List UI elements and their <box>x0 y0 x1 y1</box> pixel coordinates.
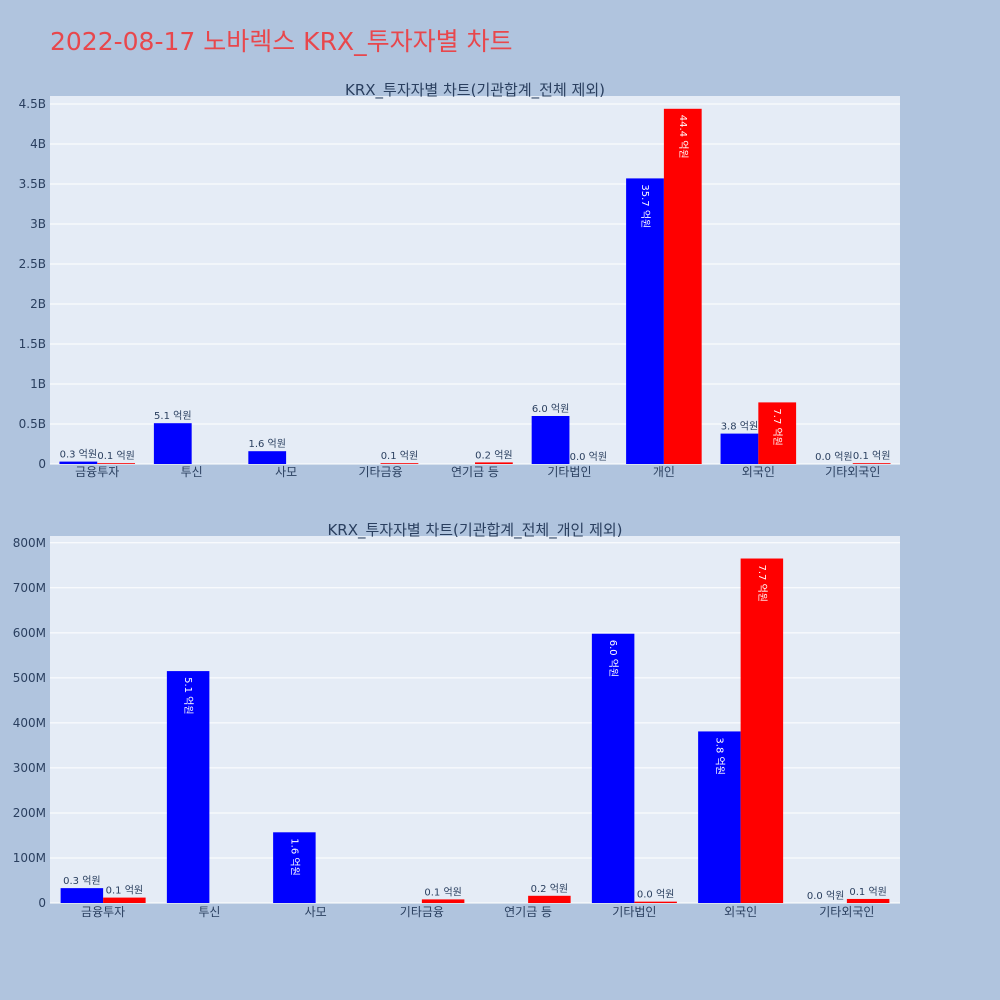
data-label: 6.0 억원 <box>532 403 569 415</box>
bar <box>626 178 664 464</box>
bar <box>720 433 759 464</box>
data-label: 0.1 억원 <box>424 886 461 898</box>
data-label: 0.1 억원 <box>106 885 143 897</box>
y-tick-label: 2B <box>30 297 46 311</box>
bar <box>698 731 741 903</box>
bar <box>846 898 890 903</box>
data-label: 7.7 억원 <box>771 408 783 445</box>
y-tick-label: 600M <box>13 626 46 640</box>
data-label: 5.1 억원 <box>154 410 191 422</box>
y-tick-label: 2.5B <box>19 257 46 271</box>
bar <box>166 671 210 903</box>
bar <box>380 463 419 464</box>
x-tick-label: 개인 <box>653 465 675 479</box>
chart-all-investors: 0 0.5B 1B 1.5B 2B 2.5B 3B 3.5B 4B 4.5B KRX_투자자별 차트… <box>19 81 900 479</box>
bar <box>273 832 316 903</box>
data-label: 0.0 억원 <box>815 451 852 463</box>
data-label: 3.8 억원 <box>721 421 758 433</box>
data-label: 35.7 억원 <box>639 184 651 228</box>
y-tick-label: 300M <box>13 761 46 775</box>
bar <box>248 451 287 464</box>
bar <box>421 899 465 903</box>
bar <box>103 897 146 903</box>
bar <box>852 463 891 464</box>
x-tick-label: 기타법인 <box>612 905 656 919</box>
bar <box>531 416 570 464</box>
data-label: 0.0 억원 <box>807 890 844 902</box>
y-tick-label: 3B <box>30 217 46 231</box>
bar <box>740 558 784 903</box>
x-tick-label: 투신 <box>181 465 203 479</box>
x-tick-label: 기타외국인 <box>819 905 874 919</box>
data-label: 0.2 억원 <box>475 449 512 461</box>
data-label: 44.4 억원 <box>677 115 689 159</box>
x-tick-label: 외국인 <box>724 905 757 919</box>
data-label: 3.8 억원 <box>713 737 725 774</box>
x-tick-label: 사모 <box>305 905 327 919</box>
data-label: 0.0 억원 <box>570 451 607 463</box>
data-label: 0.2 억원 <box>531 883 568 895</box>
data-label: 0.1 억원 <box>849 886 886 898</box>
x-tick-label: 연기금 등 <box>504 905 552 919</box>
y-tick-label: 0 <box>38 896 46 910</box>
data-label: 7.7 억원 <box>756 565 768 602</box>
y-tick-label: 500M <box>13 671 46 685</box>
bar <box>758 402 797 464</box>
x-tick-label: 기타금융 <box>358 465 402 479</box>
chart-excluding-individuals: 0 100M 200M 300M 400M 500M 600M 700M 800M KRX_투자자… <box>13 521 900 919</box>
y-tick-label: 0 <box>38 457 46 471</box>
data-label: 0.3 억원 <box>60 449 97 461</box>
bar <box>634 901 677 903</box>
bar <box>59 461 98 464</box>
y-tick-label: 0.5B <box>19 417 46 431</box>
x-tick-label: 금융투자 <box>81 905 125 919</box>
bar <box>591 633 635 903</box>
bar <box>97 463 135 464</box>
page-title: 2022-08-17 노바렉스 KRX_투자자별 차트 <box>50 27 513 56</box>
y-tick-label: 1.5B <box>19 337 46 351</box>
x-tick-label: 금융투자 <box>75 465 119 479</box>
y-tick-label: 700M <box>13 581 46 595</box>
x-tick-label: 외국인 <box>742 465 775 479</box>
x-tick-label: 기타금융 <box>400 905 444 919</box>
bar <box>663 108 702 465</box>
y-tick-label: 1B <box>30 377 46 391</box>
y-tick-label: 4B <box>30 137 46 151</box>
bar <box>60 888 104 903</box>
data-label: 0.1 억원 <box>381 450 418 462</box>
data-label: 1.6 억원 <box>248 438 285 450</box>
data-label: 0.1 억원 <box>97 450 134 462</box>
y-tick-label: 400M <box>13 716 46 730</box>
x-tick-label: 기타외국인 <box>825 465 880 479</box>
data-label: 0.1 억원 <box>853 450 890 462</box>
y-tick-label: 200M <box>13 806 46 820</box>
x-tick-label: 기타법인 <box>547 465 591 479</box>
data-label: 6.0 억원 <box>607 640 619 677</box>
y-tick-label: 800M <box>13 536 46 550</box>
bar <box>475 462 513 464</box>
bar <box>528 895 571 903</box>
y-tick-label: 4.5B <box>19 97 46 111</box>
x-tick-label: 사모 <box>275 465 297 479</box>
chart-title: KRX_투자자별 차트(기관합계_전체 제외) <box>345 81 605 100</box>
data-label: 0.0 억원 <box>637 889 674 901</box>
bar <box>153 423 192 464</box>
x-tick-label: 투신 <box>198 905 220 919</box>
data-label: 0.3 억원 <box>63 875 100 887</box>
y-tick-label: 3.5B <box>19 177 46 191</box>
data-label: 5.1 억원 <box>182 677 194 714</box>
chart-title: KRX_투자자별 차트(기관합계_전체_개인 제외) <box>327 521 622 540</box>
data-label: 1.6 억원 <box>288 838 300 875</box>
x-tick-label: 연기금 등 <box>451 465 499 479</box>
y-tick-label: 100M <box>13 851 46 865</box>
